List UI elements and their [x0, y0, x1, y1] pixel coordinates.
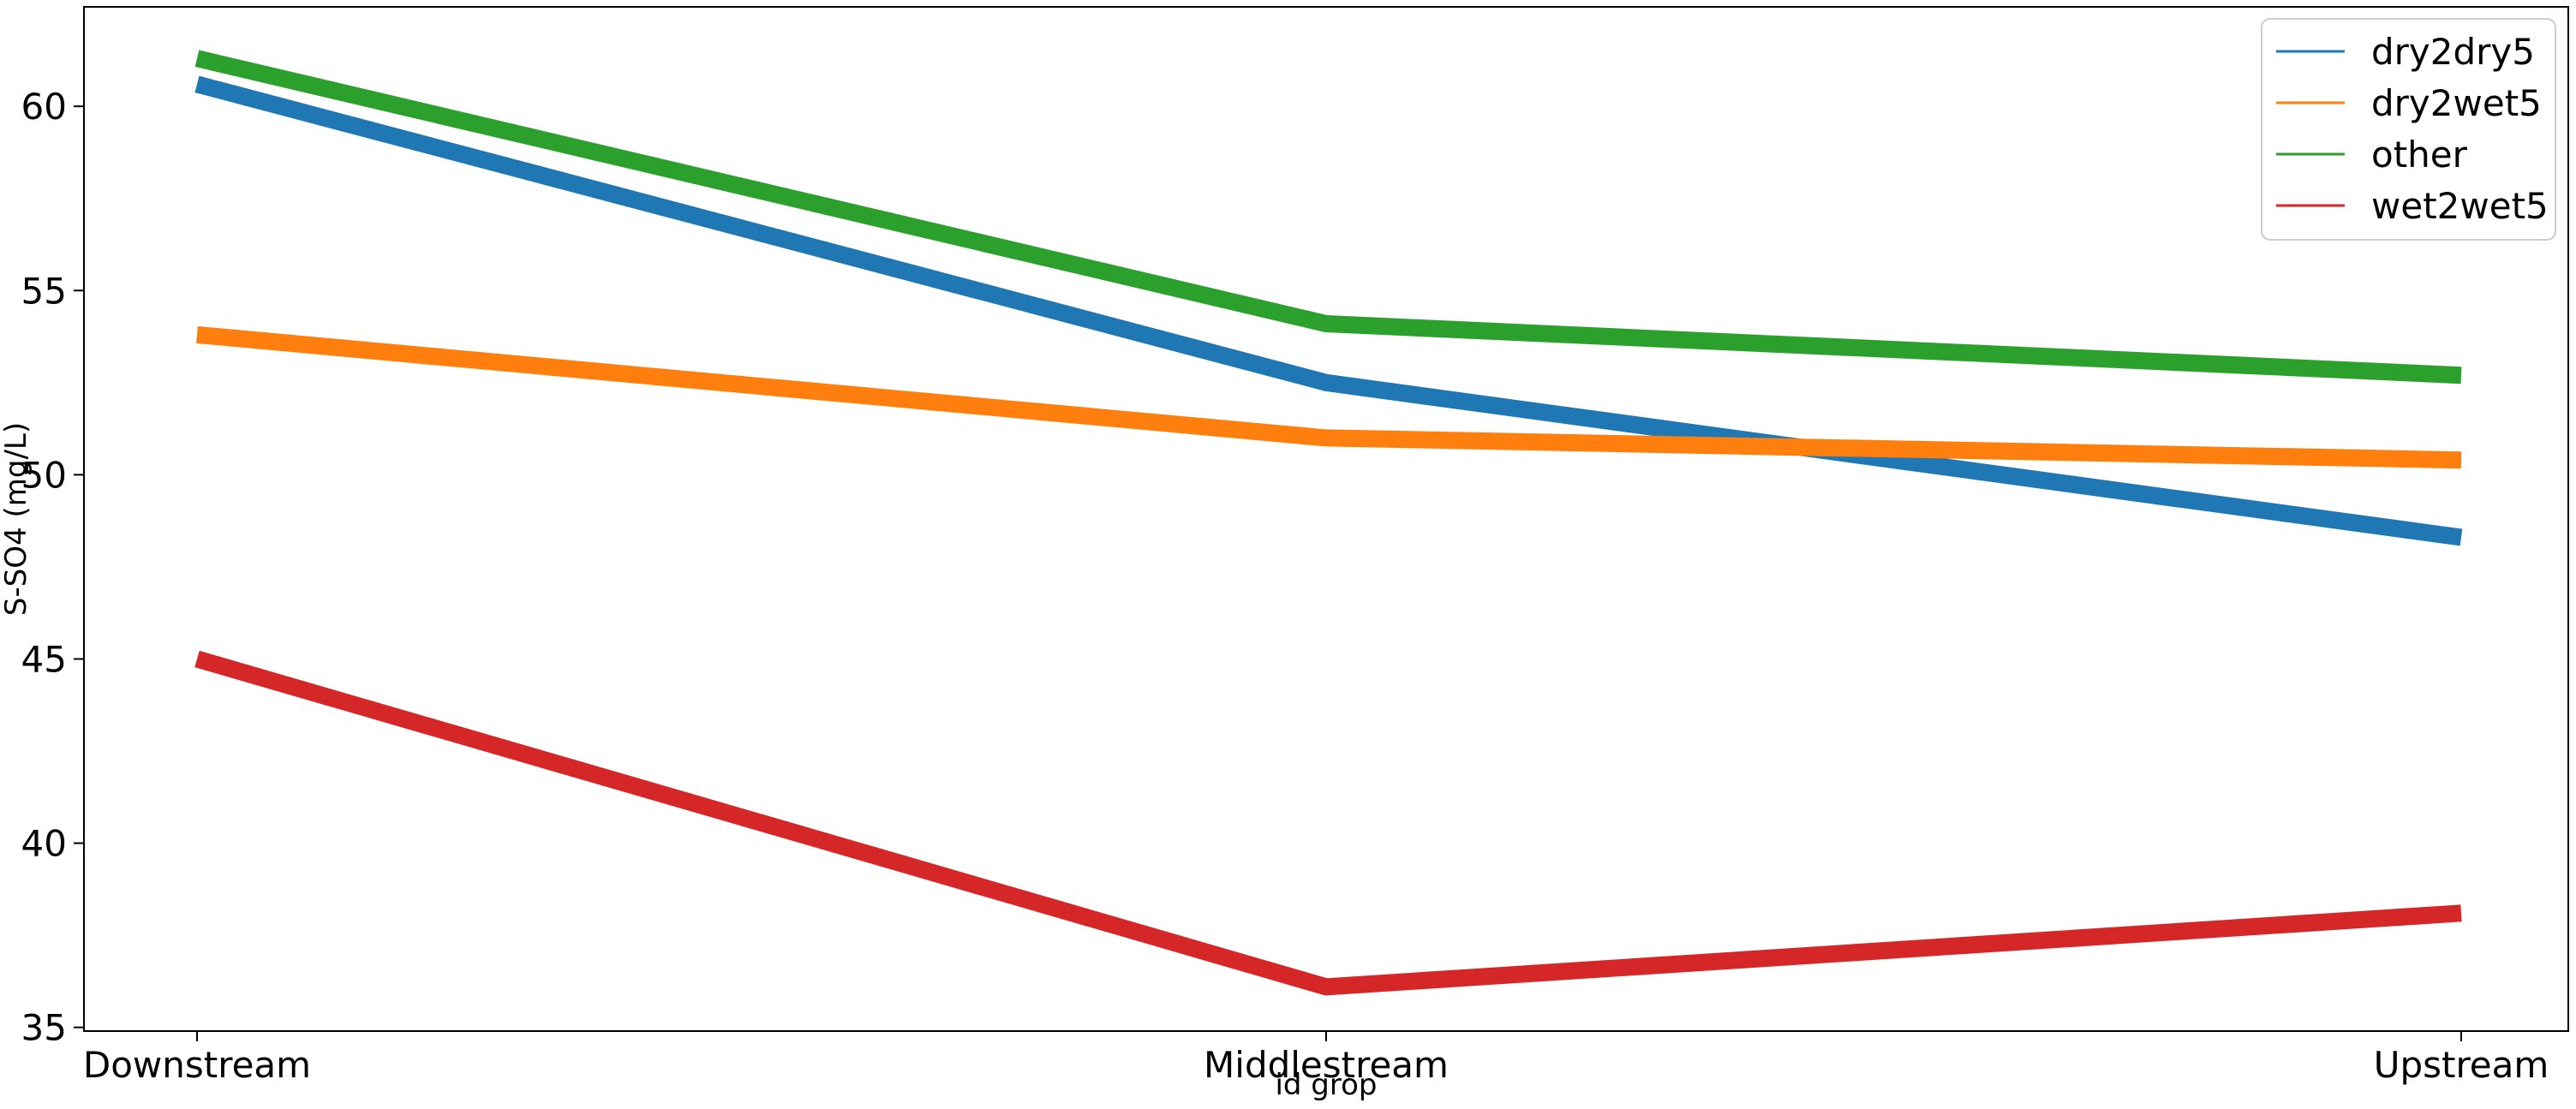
legend-label-dry2wet5: dry2wet5 [2371, 82, 2542, 124]
y-tick-label: 55 [21, 270, 67, 312]
y-tick-label: 40 [21, 823, 67, 865]
y-axis-ticks: 35 40 45 50 55 60 [21, 86, 84, 1049]
x-tick-label: Middlestream [1204, 1044, 1449, 1086]
y-tick-label: 35 [21, 1007, 67, 1049]
x-tick-label: Upstream [2374, 1044, 2549, 1086]
series-line-wet2wet5 [194, 650, 2462, 996]
x-axis-ticks: Downstream Middlestream Upstream [83, 1031, 2549, 1086]
y-axis-label: S-SO4 (mg/L) [0, 422, 33, 616]
legend-box [2261, 18, 2556, 241]
series-line-other [194, 50, 2462, 385]
legend: dry2dry5 dry2wet5 other wet2wet5 [2261, 18, 2556, 241]
y-tick-label: 50 [21, 454, 67, 496]
series-line-dry2wet5 [196, 325, 2462, 469]
legend-label-other: other [2371, 134, 2468, 176]
y-tick-label: 45 [21, 638, 67, 680]
legend-label-wet2wet5: wet2wet5 [2371, 185, 2549, 227]
x-axis-label: id grop [1275, 1068, 1377, 1102]
legend-label-dry2dry5: dry2dry5 [2371, 31, 2535, 73]
x-tick-label: Downstream [83, 1044, 311, 1086]
series-line-dry2dry5 [194, 75, 2463, 546]
y-tick-label: 60 [21, 86, 67, 128]
series-lines [194, 50, 2463, 996]
